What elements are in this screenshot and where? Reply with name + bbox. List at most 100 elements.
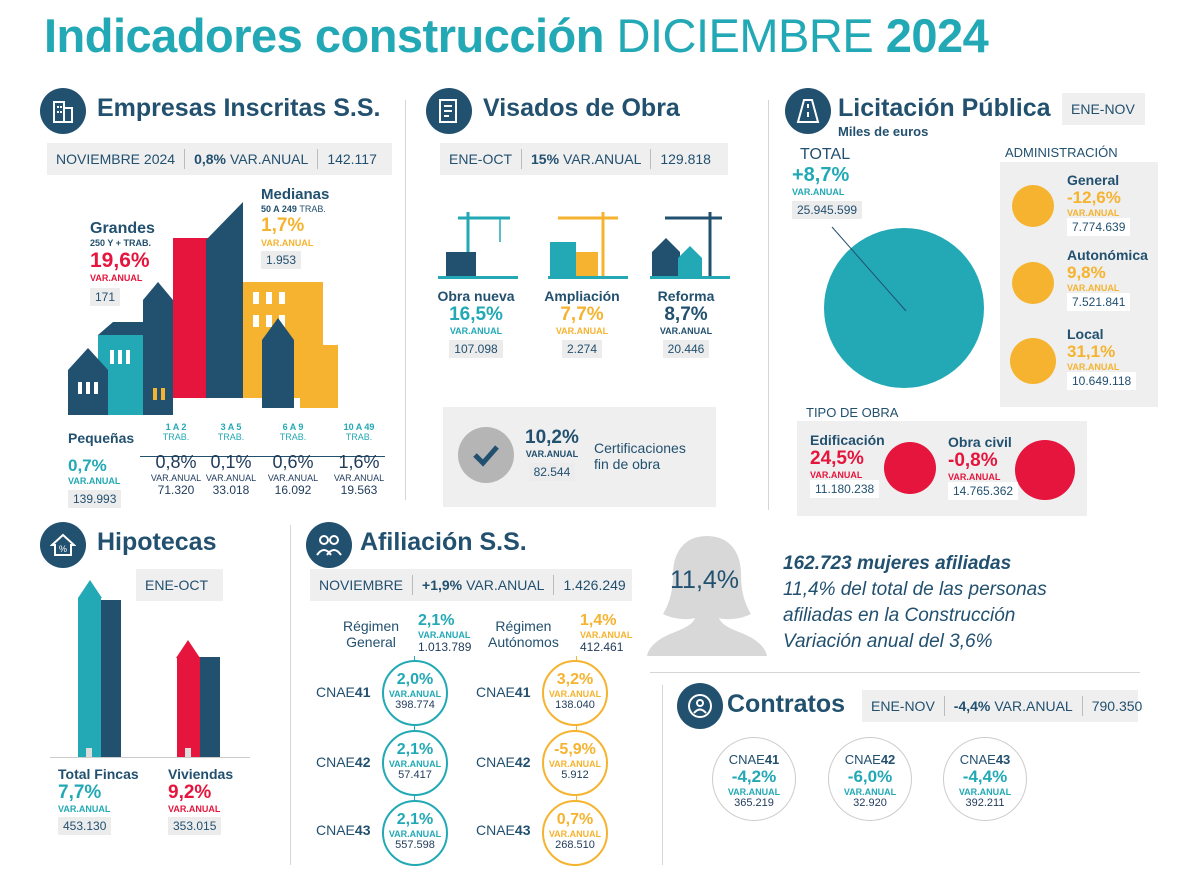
general-cnae42-label: CNAE42 (316, 754, 371, 770)
afiliacion-info-bar: NOVIEMBRE +1,9% VAR.ANUAL 1.426.249 (310, 569, 632, 601)
grandes-sub: 250 Y + TRAB. (90, 238, 151, 248)
autonomos-cnae42-label: CNAE42 (476, 754, 531, 770)
divider (650, 672, 1140, 673)
divider (405, 100, 406, 500)
visados-title: Visados de Obra (483, 94, 680, 122)
obra-nueva-crane-icon (438, 212, 518, 279)
hipotecas-period: ENE-OCT (136, 569, 223, 601)
road-icon (785, 88, 831, 134)
general-cnae43: 2,1% VAR.ANUAL 557.598 (382, 800, 448, 866)
edificacion-circle (884, 442, 936, 494)
divider (768, 100, 769, 510)
ampliacion-crane-icon (548, 212, 628, 279)
range-10-49: 10 A 49 TRAB. 1,6% VAR.ANUAL 19.563 (333, 422, 385, 497)
general-circle (1012, 185, 1054, 227)
pointer-line (831, 226, 907, 312)
pequenas-va: VAR.ANUAL (68, 476, 121, 486)
hipotecas-baseline (50, 757, 250, 758)
fincas-bar-shadow (101, 600, 121, 757)
regimen-autonomos-label: Régimen Autónomos (488, 618, 559, 650)
reforma-crane-icon (650, 212, 730, 279)
mujeres-pct: 11,4% (670, 566, 740, 594)
ampliacion: Ampliación 7,7% VAR.ANUAL 2.274 (544, 288, 620, 358)
medianas-sub: 50 A 249 TRAB. (261, 204, 326, 214)
autonomos-cnae43-label: CNAE43 (476, 822, 531, 838)
viviendas-arrow (176, 640, 200, 658)
fincas-bar (78, 598, 101, 757)
local-circle (1010, 338, 1056, 384)
grandes-num: 171 (90, 288, 121, 306)
range-line (140, 456, 385, 457)
obra-nueva: Obra nueva 16,5% VAR.ANUAL 107.098 (437, 288, 515, 358)
admin-autonomica: Autonómica 9,8% VAR.ANUAL 7.521.841 (1067, 247, 1148, 311)
admin-general: General -12,6% VAR.ANUAL 7.774.639 (1067, 172, 1131, 236)
general-cnae41-label: CNAE41 (316, 684, 371, 700)
afiliacion-title: Afiliación S.S. (360, 528, 527, 556)
page-title: Indicadores construcción DICIEMBRE 2024 (44, 9, 989, 62)
contract-person-icon (677, 683, 723, 729)
woman-silhouette-icon (647, 536, 767, 656)
empresas-buildings-illustration (68, 202, 338, 415)
divider (662, 685, 663, 865)
pequenas-num: 139.993 (68, 490, 122, 508)
tipo-obra-civil: Obra civil -0,8% VAR.ANUAL 14.765.362 (948, 434, 1019, 500)
medianas-pct: 1,7% (261, 215, 305, 236)
pequenas-pct: 0,7% (68, 456, 107, 475)
grandes-va: VAR.ANUAL (90, 273, 143, 283)
contratos-cnae42: CNAE42 -6,0% VAR.ANUAL 32.920 (828, 737, 912, 821)
tipo-edificacion: Edificación 24,5% VAR.ANUAL 11.180.238 (810, 432, 885, 498)
range-3-5: 3 A 5 TRAB. 0,1% VAR.ANUAL 33.018 (205, 422, 257, 497)
pequenas-label: Pequeñas (68, 430, 135, 446)
admin-local: Local 31,1% VAR.ANUAL 10.649.118 (1067, 326, 1137, 390)
certificaciones-values: 10,2% VAR.ANUAL 82.544 (525, 427, 579, 481)
contratos-title: Contratos (727, 690, 846, 718)
autonomica-circle (1012, 262, 1054, 304)
document-icon (426, 88, 472, 134)
empresas-info-bar: NOVIEMBRE 2024 0,8% VAR.ANUAL 142.117 (47, 143, 392, 175)
regimen-general-values: 2,1% VAR.ANUAL 1.013.789 (418, 612, 472, 654)
total-fincas: Total Fincas 7,7% VAR.ANUAL 453.130 (58, 766, 139, 835)
contratos-cnae43: CNAE43 -4,4% VAR.ANUAL 392.211 (943, 737, 1027, 821)
fincas-bar-mark (86, 748, 92, 757)
grandes-pct: 19,6% (90, 249, 150, 272)
mujeres-text: 162.723 mujeres afiliadas 11,4% del tota… (783, 553, 1047, 652)
viviendas-bar (177, 657, 200, 757)
licitacion-title: Licitación Pública (838, 94, 1051, 122)
autonomos-cnae41: 3,2% VAR.ANUAL 138.040 (542, 660, 608, 726)
visados-info-bar: ENE-OCT 15% VAR.ANUAL 129.818 (440, 143, 728, 175)
autonomos-cnae42: -5,9% VAR.ANUAL 5.912 (542, 730, 608, 796)
regimen-general-label: Régimen General (343, 618, 400, 650)
buildings-icon (40, 88, 86, 134)
admin-title: ADMINISTRACIÓN (1005, 145, 1118, 160)
house-percent-icon: % (40, 522, 86, 568)
general-cnae41: 2,0% VAR.ANUAL 398.774 (382, 660, 448, 726)
viviendas-bar-shadow (200, 657, 220, 757)
viviendas-bar-mark (185, 748, 191, 757)
check-icon (458, 427, 514, 483)
empresas-title: Empresas Inscritas S.S. (97, 94, 381, 122)
svg-text:%: % (59, 544, 67, 554)
contratos-cnae41: CNAE41 -4,2% VAR.ANUAL 365.219 (712, 737, 796, 821)
range-1-2: 1 A 2 TRAB. 0,8% VAR.ANUAL 71.320 (150, 422, 202, 497)
medianas-va: VAR.ANUAL (261, 238, 314, 248)
reforma: Reforma 8,7% VAR.ANUAL 20.446 (657, 288, 715, 358)
autonomos-cnae43: 0,7% VAR.ANUAL 268.510 (542, 800, 608, 866)
fincas-arrow (78, 580, 102, 598)
grandes-label: Grandes (90, 220, 155, 237)
autonomos-cnae41-label: CNAE41 (476, 684, 531, 700)
range-6-9: 6 A 9 TRAB. 0,6% VAR.ANUAL 16.092 (267, 422, 319, 497)
general-cnae42: 2,1% VAR.ANUAL 57.417 (382, 730, 448, 796)
obra-civil-circle (1015, 440, 1075, 500)
licitacion-sub: Miles de euros (838, 124, 929, 139)
medianas-num: 1.953 (261, 251, 302, 269)
tipo-title: TIPO DE OBRA (806, 405, 899, 420)
licitacion-total: TOTAL +8,7% VAR.ANUAL 25.945.599 (792, 146, 863, 219)
licitacion-period: ENE-NOV (1062, 93, 1145, 125)
certificaciones-label: Certificaciones fin de obra (594, 440, 686, 472)
medianas-label: Medianas (261, 186, 330, 203)
contratos-info-bar: ENE-NOV -4,4% VAR.ANUAL 790.350 (862, 690, 1142, 722)
viviendas: Viviendas 9,2% VAR.ANUAL 353.015 (168, 766, 234, 835)
people-icon (306, 522, 352, 568)
general-cnae43-label: CNAE43 (316, 822, 371, 838)
hipotecas-title: Hipotecas (97, 528, 217, 556)
